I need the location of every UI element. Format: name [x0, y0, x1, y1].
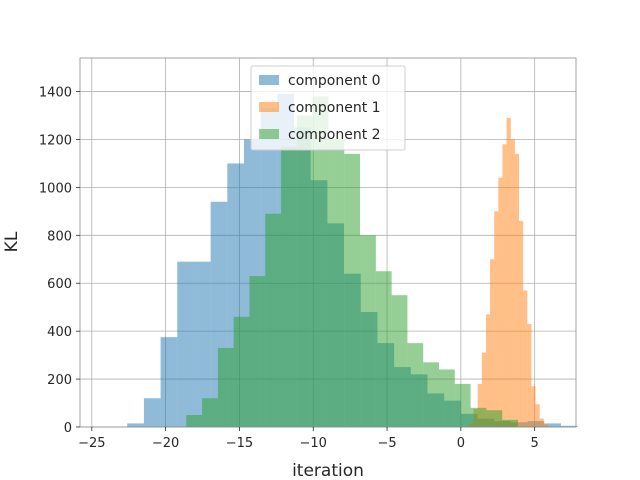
x-tick-label: −15	[226, 436, 253, 451]
histogram-bar	[527, 323, 532, 427]
histogram-bar	[193, 261, 211, 427]
y-tick-label: 200	[47, 373, 72, 388]
histogram-bar	[519, 220, 524, 427]
legend-swatch	[259, 75, 279, 85]
legend: component 0 component 1 component 2	[250, 65, 406, 151]
x-tick-label: 0	[457, 436, 465, 451]
histogram-bar	[490, 259, 495, 427]
legend-label: component 0	[288, 73, 381, 89]
histogram-bar	[360, 235, 376, 427]
histogram-bar	[233, 316, 250, 427]
histogram-bar	[481, 352, 486, 427]
histogram-bar	[143, 398, 161, 427]
histogram-bar	[328, 139, 345, 427]
histogram-bar	[535, 404, 540, 427]
x-tick-label: −20	[152, 436, 179, 451]
histogram-bar	[423, 362, 440, 427]
histogram-bar	[186, 415, 203, 427]
legend-label: component 2	[288, 127, 381, 143]
x-tick-label: −25	[78, 436, 105, 451]
histogram-bar	[296, 115, 313, 427]
histogram-bar	[560, 425, 578, 427]
histogram-bar	[312, 96, 329, 428]
x-axis-label: iteration	[292, 461, 364, 480]
histogram-bar	[543, 424, 548, 427]
histogram-bar	[485, 314, 491, 427]
histogram-bar	[506, 117, 511, 428]
bars	[127, 93, 578, 428]
histogram-bar	[375, 271, 392, 427]
histogram-bar	[502, 144, 507, 427]
x-axis-ticks: −25 −20 −15 −10 −5 0 5	[78, 427, 539, 451]
histogram-bar	[531, 386, 536, 427]
histogram-bar	[391, 295, 408, 427]
histogram-bar	[177, 261, 194, 427]
histogram-bar	[498, 177, 503, 427]
legend-label: component 1	[288, 100, 381, 116]
histogram-bar	[439, 369, 455, 427]
histogram-bar	[494, 211, 499, 427]
plot-frame	[79, 57, 577, 428]
series-2-bars	[186, 96, 518, 428]
histogram-bar	[477, 383, 482, 427]
histogram-bar	[523, 290, 528, 427]
y-tick-label: 400	[47, 325, 72, 340]
y-tick-label: 1400	[39, 86, 72, 101]
x-tick-label: 5	[531, 436, 539, 451]
y-axis-label: KL	[2, 231, 22, 252]
histogram-bar	[514, 153, 520, 427]
y-tick-label: 800	[47, 229, 72, 244]
y-tick-label: 600	[47, 277, 72, 292]
histogram-bar	[217, 347, 234, 427]
legend-swatch	[259, 129, 279, 139]
histogram-bar	[544, 423, 561, 427]
histogram-bar	[202, 398, 218, 427]
y-tick-label: 1200	[39, 133, 72, 148]
histogram-bar	[502, 419, 518, 427]
histogram-bar	[281, 146, 297, 428]
x-tick-label: −5	[377, 436, 396, 451]
histogram-bar	[160, 337, 178, 427]
series-1-bars	[465, 117, 553, 428]
histogram-bar	[344, 153, 361, 427]
histogram-bar	[127, 423, 144, 427]
legend-box	[250, 65, 406, 151]
x-tick-label: −10	[300, 436, 327, 451]
histogram-bar	[265, 213, 282, 427]
histogram-bar	[249, 276, 266, 427]
histogram-bar	[539, 418, 544, 427]
histogram-bar	[407, 343, 424, 427]
histogram-bar	[470, 407, 487, 427]
y-tick-label: 1000	[39, 181, 72, 196]
histogram-bar	[454, 383, 471, 427]
y-axis-ticks: 0 200 400 600 800 1000 1200 1400	[39, 86, 80, 436]
histogram-bar	[510, 139, 515, 427]
histogram-bar	[486, 410, 503, 427]
y-tick-label: 0	[64, 421, 72, 436]
legend-swatch	[259, 102, 279, 112]
